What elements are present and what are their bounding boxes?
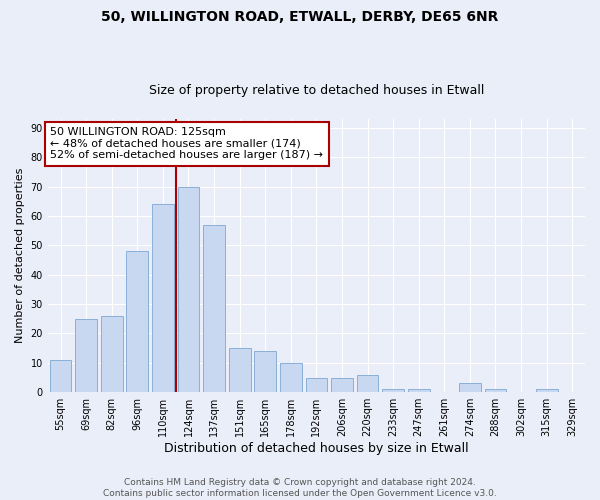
Bar <box>127 251 148 392</box>
Bar <box>101 316 122 392</box>
Bar <box>331 378 353 392</box>
Bar <box>203 225 225 392</box>
Text: 50 WILLINGTON ROAD: 125sqm
← 48% of detached houses are smaller (174)
52% of sem: 50 WILLINGTON ROAD: 125sqm ← 48% of deta… <box>50 127 323 160</box>
Text: Contains HM Land Registry data © Crown copyright and database right 2024.
Contai: Contains HM Land Registry data © Crown c… <box>103 478 497 498</box>
Bar <box>382 390 404 392</box>
Bar <box>356 374 379 392</box>
Bar <box>280 363 302 392</box>
Bar <box>536 390 557 392</box>
Bar <box>459 384 481 392</box>
X-axis label: Distribution of detached houses by size in Etwall: Distribution of detached houses by size … <box>164 442 469 455</box>
Y-axis label: Number of detached properties: Number of detached properties <box>15 168 25 344</box>
Text: 50, WILLINGTON ROAD, ETWALL, DERBY, DE65 6NR: 50, WILLINGTON ROAD, ETWALL, DERBY, DE65… <box>101 10 499 24</box>
Bar <box>152 204 174 392</box>
Bar <box>408 390 430 392</box>
Bar <box>485 390 506 392</box>
Bar <box>178 186 199 392</box>
Bar <box>254 351 276 392</box>
Bar <box>305 378 327 392</box>
Bar <box>75 319 97 392</box>
Bar <box>50 360 71 392</box>
Title: Size of property relative to detached houses in Etwall: Size of property relative to detached ho… <box>149 84 484 97</box>
Bar <box>229 348 251 392</box>
